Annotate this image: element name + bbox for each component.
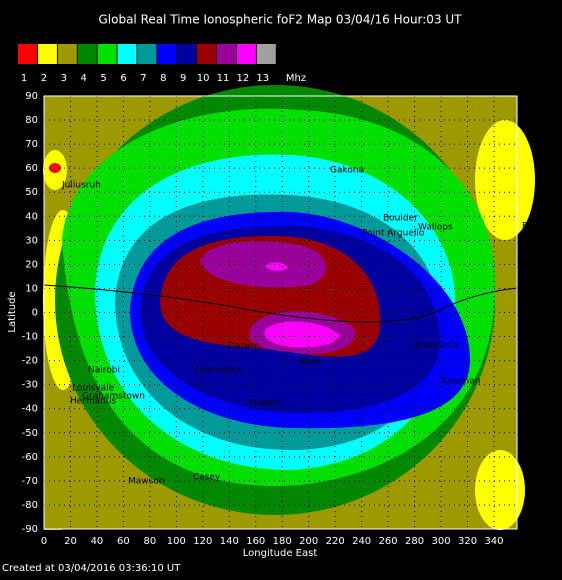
- y-tick-label: 20: [25, 259, 38, 270]
- y-tick-label: -30: [22, 380, 38, 391]
- y-tick-label: -10: [22, 332, 38, 343]
- station-label: Point Arguello: [362, 229, 425, 239]
- x-tick-label: 340: [484, 536, 503, 547]
- station-label: Gakona: [330, 166, 364, 176]
- x-tick-label: 120: [193, 536, 212, 547]
- y-tick-label: -20: [22, 356, 38, 367]
- contour: [265, 262, 288, 271]
- station-label: Learmonth: [195, 366, 244, 376]
- legend-label: 2: [41, 73, 47, 84]
- legend-swatch: [137, 44, 157, 64]
- station-label: Wallops: [418, 223, 453, 233]
- y-tick-label: -50: [22, 428, 38, 439]
- x-tick-label: 20: [64, 536, 77, 547]
- legend-label: 12: [237, 73, 250, 84]
- legend-label: 9: [180, 73, 186, 84]
- footer: Created at 03/04/2016 03:36:10 UT: [2, 563, 181, 574]
- legend-label: 8: [160, 73, 166, 84]
- legend-swatch: [57, 44, 77, 64]
- legend-label: 3: [61, 73, 67, 84]
- legend-label: 7: [140, 73, 146, 84]
- contour: [264, 321, 340, 348]
- y-tick-label: 70: [25, 139, 38, 150]
- y-tick-label: 60: [25, 163, 38, 174]
- legend-label: 5: [100, 73, 106, 84]
- contour: [475, 120, 535, 240]
- x-tick-label: 300: [432, 536, 451, 547]
- x-tick-label: 280: [405, 536, 424, 547]
- x-tick-label: 140: [220, 536, 239, 547]
- x-tick-label: 40: [91, 536, 104, 547]
- legend-swatch: [97, 44, 117, 64]
- y-tick-label: 50: [25, 187, 38, 198]
- legend-label: 13: [256, 73, 269, 84]
- legend-swatch: [236, 44, 256, 64]
- station-label: Jicamarca: [414, 341, 459, 351]
- x-tick-label: 220: [326, 536, 345, 547]
- x-tick-label: 200: [299, 536, 318, 547]
- station-label: Nairobi: [88, 366, 120, 376]
- y-tick-label: -60: [22, 452, 38, 463]
- y-tick-label: 40: [25, 211, 38, 222]
- legend-swatch: [117, 44, 137, 64]
- y-tick-label: 30: [25, 235, 38, 246]
- legend-label: 6: [120, 73, 126, 84]
- legend-label: 1: [21, 73, 27, 84]
- station-label: Darwin: [228, 342, 260, 352]
- legend-label: 4: [81, 73, 87, 84]
- y-tick-label: 10: [25, 283, 38, 294]
- x-tick-label: 80: [144, 536, 157, 547]
- station-label: Hobart: [250, 399, 281, 409]
- contour: [200, 241, 327, 288]
- x-tick-label: 240: [352, 536, 371, 547]
- legend-swatch: [197, 44, 217, 64]
- x-axis-label: Longitude East: [243, 548, 318, 559]
- legend-swatch: [77, 44, 97, 64]
- y-tick-label: -40: [22, 404, 38, 415]
- legend-label: 10: [197, 73, 210, 84]
- legend-swatch: [37, 44, 57, 64]
- station-label: Casey: [193, 473, 221, 483]
- x-tick-label: 160: [246, 536, 265, 547]
- station-label: Louisvale: [72, 384, 115, 394]
- y-tick-label: -70: [22, 476, 38, 487]
- x-tick-label: 260: [379, 536, 398, 547]
- station-label: Hermanus: [70, 397, 117, 407]
- y-tick-label: -80: [22, 500, 38, 511]
- station-label: El_Arenos: [522, 222, 562, 232]
- x-tick-label: 60: [117, 536, 130, 547]
- y-tick-label: 0: [32, 308, 38, 319]
- legend-swatch: [217, 44, 236, 64]
- station-label: Boulder: [383, 214, 418, 224]
- legend-label: 11: [217, 73, 230, 84]
- magnetic-equator: [43, 284, 518, 323]
- legend-swatch: [256, 44, 276, 64]
- legend-swatch: [177, 44, 197, 64]
- station-label: Mawson: [128, 477, 165, 487]
- x-tick-label: 180: [273, 536, 292, 547]
- y-tick-label: 80: [25, 115, 38, 126]
- y-axis-label: Latitude: [7, 291, 18, 332]
- legend-swatch: [18, 44, 37, 64]
- contour: [475, 450, 525, 530]
- station-label: Niue: [300, 358, 321, 368]
- x-tick-label: 100: [167, 536, 186, 547]
- station-label: Tucuman: [439, 377, 480, 387]
- plot-frame: [43, 95, 518, 530]
- y-tick-label: -90: [22, 524, 38, 535]
- y-tick-label: 90: [25, 91, 38, 102]
- legend-swatch: [157, 44, 177, 64]
- x-tick-label: 0: [41, 536, 47, 547]
- station-label: Grahamstown: [82, 392, 145, 402]
- x-tick-label: 320: [458, 536, 477, 547]
- title: Global Real Time Ionospheric foF2 Map 03…: [98, 13, 462, 27]
- legend-unit: Mhz: [286, 73, 306, 84]
- station-label: Juliusruh: [61, 181, 101, 191]
